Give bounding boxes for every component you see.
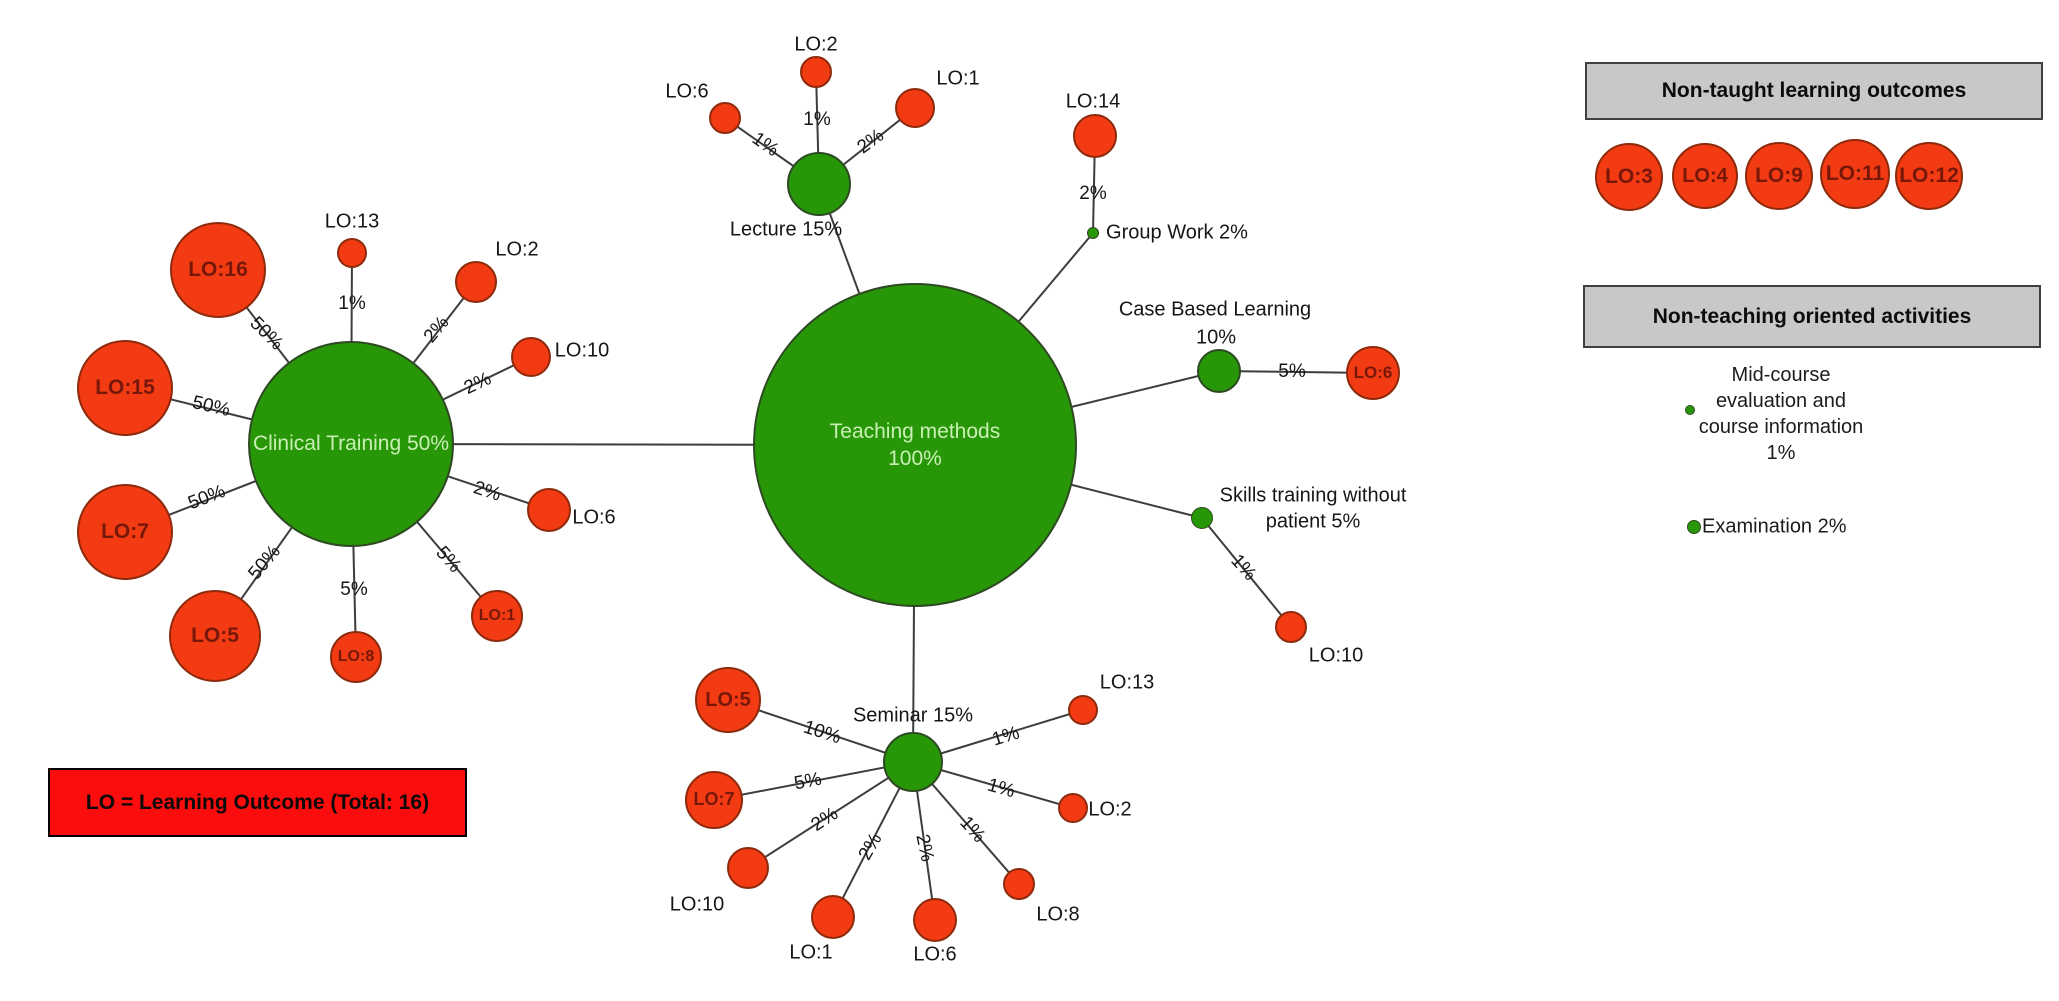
node-clinical-training: Clinical Training 50% [248, 341, 454, 547]
label-group-work-lo14: LO:14 [1065, 90, 1121, 113]
node-clinical-lo1: LO:1 [471, 590, 523, 642]
legend-mid-course-label: Mid-course evaluation and course informa… [1699, 362, 1864, 466]
label-lecture-lo1: LO:1 [936, 67, 980, 90]
mid-course-line-1: Mid-course [1731, 364, 1831, 386]
label-seminar-lo13: LO:13 [1099, 671, 1155, 694]
label-seminar-lo6: LO:6 [913, 943, 957, 966]
edge-label-lecture--lecture-lo2: 1% [803, 109, 831, 130]
node-clinical-lo7: LO:7 [77, 484, 173, 580]
node-legend-lo12: LO:12 [1895, 142, 1963, 210]
label-clinical-lo10: LO:10 [554, 339, 610, 362]
node-legend-lo11: LO:11 [1820, 139, 1890, 209]
label-clinical-lo6: LO:6 [572, 506, 616, 529]
node-seminar-lo1 [811, 895, 855, 939]
node-seminar-lo13 [1068, 695, 1098, 725]
lo-note-text: LO = Learning Outcome (Total: 16) [85, 790, 430, 814]
label-skills-training: Skills training without [1219, 484, 1407, 507]
node-clinical-lo15: LO:15 [77, 340, 173, 436]
label-group-work: Group Work 2% [1106, 221, 1248, 244]
legend-non-taught-box: Non-taught learning outcomes [1585, 62, 2043, 120]
edge-seminar--seminar-lo10 [747, 761, 914, 869]
edge-label-clinical-training--clinical-lo8: 5% [340, 579, 368, 600]
node-seminar-lo10 [727, 847, 769, 889]
legend-non-teaching-title: Non-teaching oriented activities [1652, 304, 1972, 328]
node-clinical-lo13 [337, 238, 367, 268]
edge-label-group-work--group-work-lo14: 2% [1079, 183, 1107, 204]
node-legend-mid-course-dot [1685, 405, 1695, 415]
node-clinical-lo8: LO:8 [330, 631, 382, 683]
node-seminar-lo6 [913, 898, 957, 942]
label-skills-training-2: patient 5% [1265, 510, 1361, 533]
node-seminar-lo7: LO:7 [685, 771, 743, 829]
label-seminar: Seminar 15% [852, 704, 974, 727]
node-lecture [787, 152, 851, 216]
label-clinical-lo13: LO:13 [324, 210, 380, 233]
node-case-based-learning [1197, 349, 1241, 393]
node-skills-training [1191, 507, 1213, 529]
node-seminar [883, 732, 943, 792]
node-teaching-methods: Teaching methods 100% [753, 283, 1077, 607]
node-legend-lo3: LO:3 [1595, 143, 1663, 211]
node-seminar-lo2 [1058, 793, 1088, 823]
edge-label-clinical-training--clinical-lo13: 1% [338, 293, 366, 314]
node-clinical-lo6 [527, 488, 571, 532]
mid-course-line-4: 1% [1766, 442, 1796, 464]
label-case-based-learning: Case Based Learning [1118, 298, 1312, 321]
node-seminar-lo8 [1003, 868, 1035, 900]
legend-examination-label: Examination 2% [1702, 515, 1847, 538]
legend-non-teaching-box: Non-teaching oriented activities [1583, 285, 2041, 348]
node-lecture-lo1 [895, 88, 935, 128]
node-legend-lo9: LO:9 [1745, 142, 1813, 210]
node-group-work [1087, 227, 1099, 239]
lo-note-box: LO = Learning Outcome (Total: 16) [48, 768, 467, 837]
label-skills-lo10: LO:10 [1308, 644, 1364, 667]
label-case-based-learning-2: 10% [1195, 326, 1237, 349]
node-lecture-lo2 [800, 56, 832, 88]
label-seminar-lo10: LO:10 [669, 893, 725, 916]
node-clinical-lo5: LO:5 [169, 590, 261, 682]
label-clinical-lo2: LO:2 [495, 238, 539, 261]
node-legend-lo4: LO:4 [1672, 143, 1738, 209]
label-lecture-lo2: LO:2 [794, 33, 838, 56]
node-clinical-lo2 [455, 261, 497, 303]
label-seminar-lo2: LO:2 [1088, 798, 1132, 821]
edge-label-case-based-learning--cbl-lo6: 5% [1278, 361, 1306, 382]
label-seminar-lo8: LO:8 [1036, 903, 1080, 926]
node-cbl-lo6: LO:6 [1346, 346, 1400, 400]
node-seminar-lo5: LO:5 [695, 667, 761, 733]
node-legend-examination-dot [1687, 520, 1701, 534]
label-seminar-lo1: LO:1 [789, 941, 833, 964]
legend-non-taught-title: Non-taught learning outcomes [1661, 79, 1967, 102]
mid-course-line-3: course information [1698, 416, 1864, 438]
mid-course-line-2: evaluation and [1715, 390, 1847, 412]
edge-skills-training--skills-lo10 [1201, 517, 1292, 628]
node-lecture-lo6 [709, 102, 741, 134]
node-skills-lo10 [1275, 611, 1307, 643]
node-clinical-lo10 [511, 337, 551, 377]
label-lecture-lo6: LO:6 [665, 80, 709, 103]
node-clinical-lo16: LO:16 [170, 222, 266, 318]
node-group-work-lo14 [1073, 114, 1117, 158]
label-lecture: Lecture 15% [729, 218, 843, 241]
edge-seminar--seminar-lo7 [713, 761, 914, 801]
